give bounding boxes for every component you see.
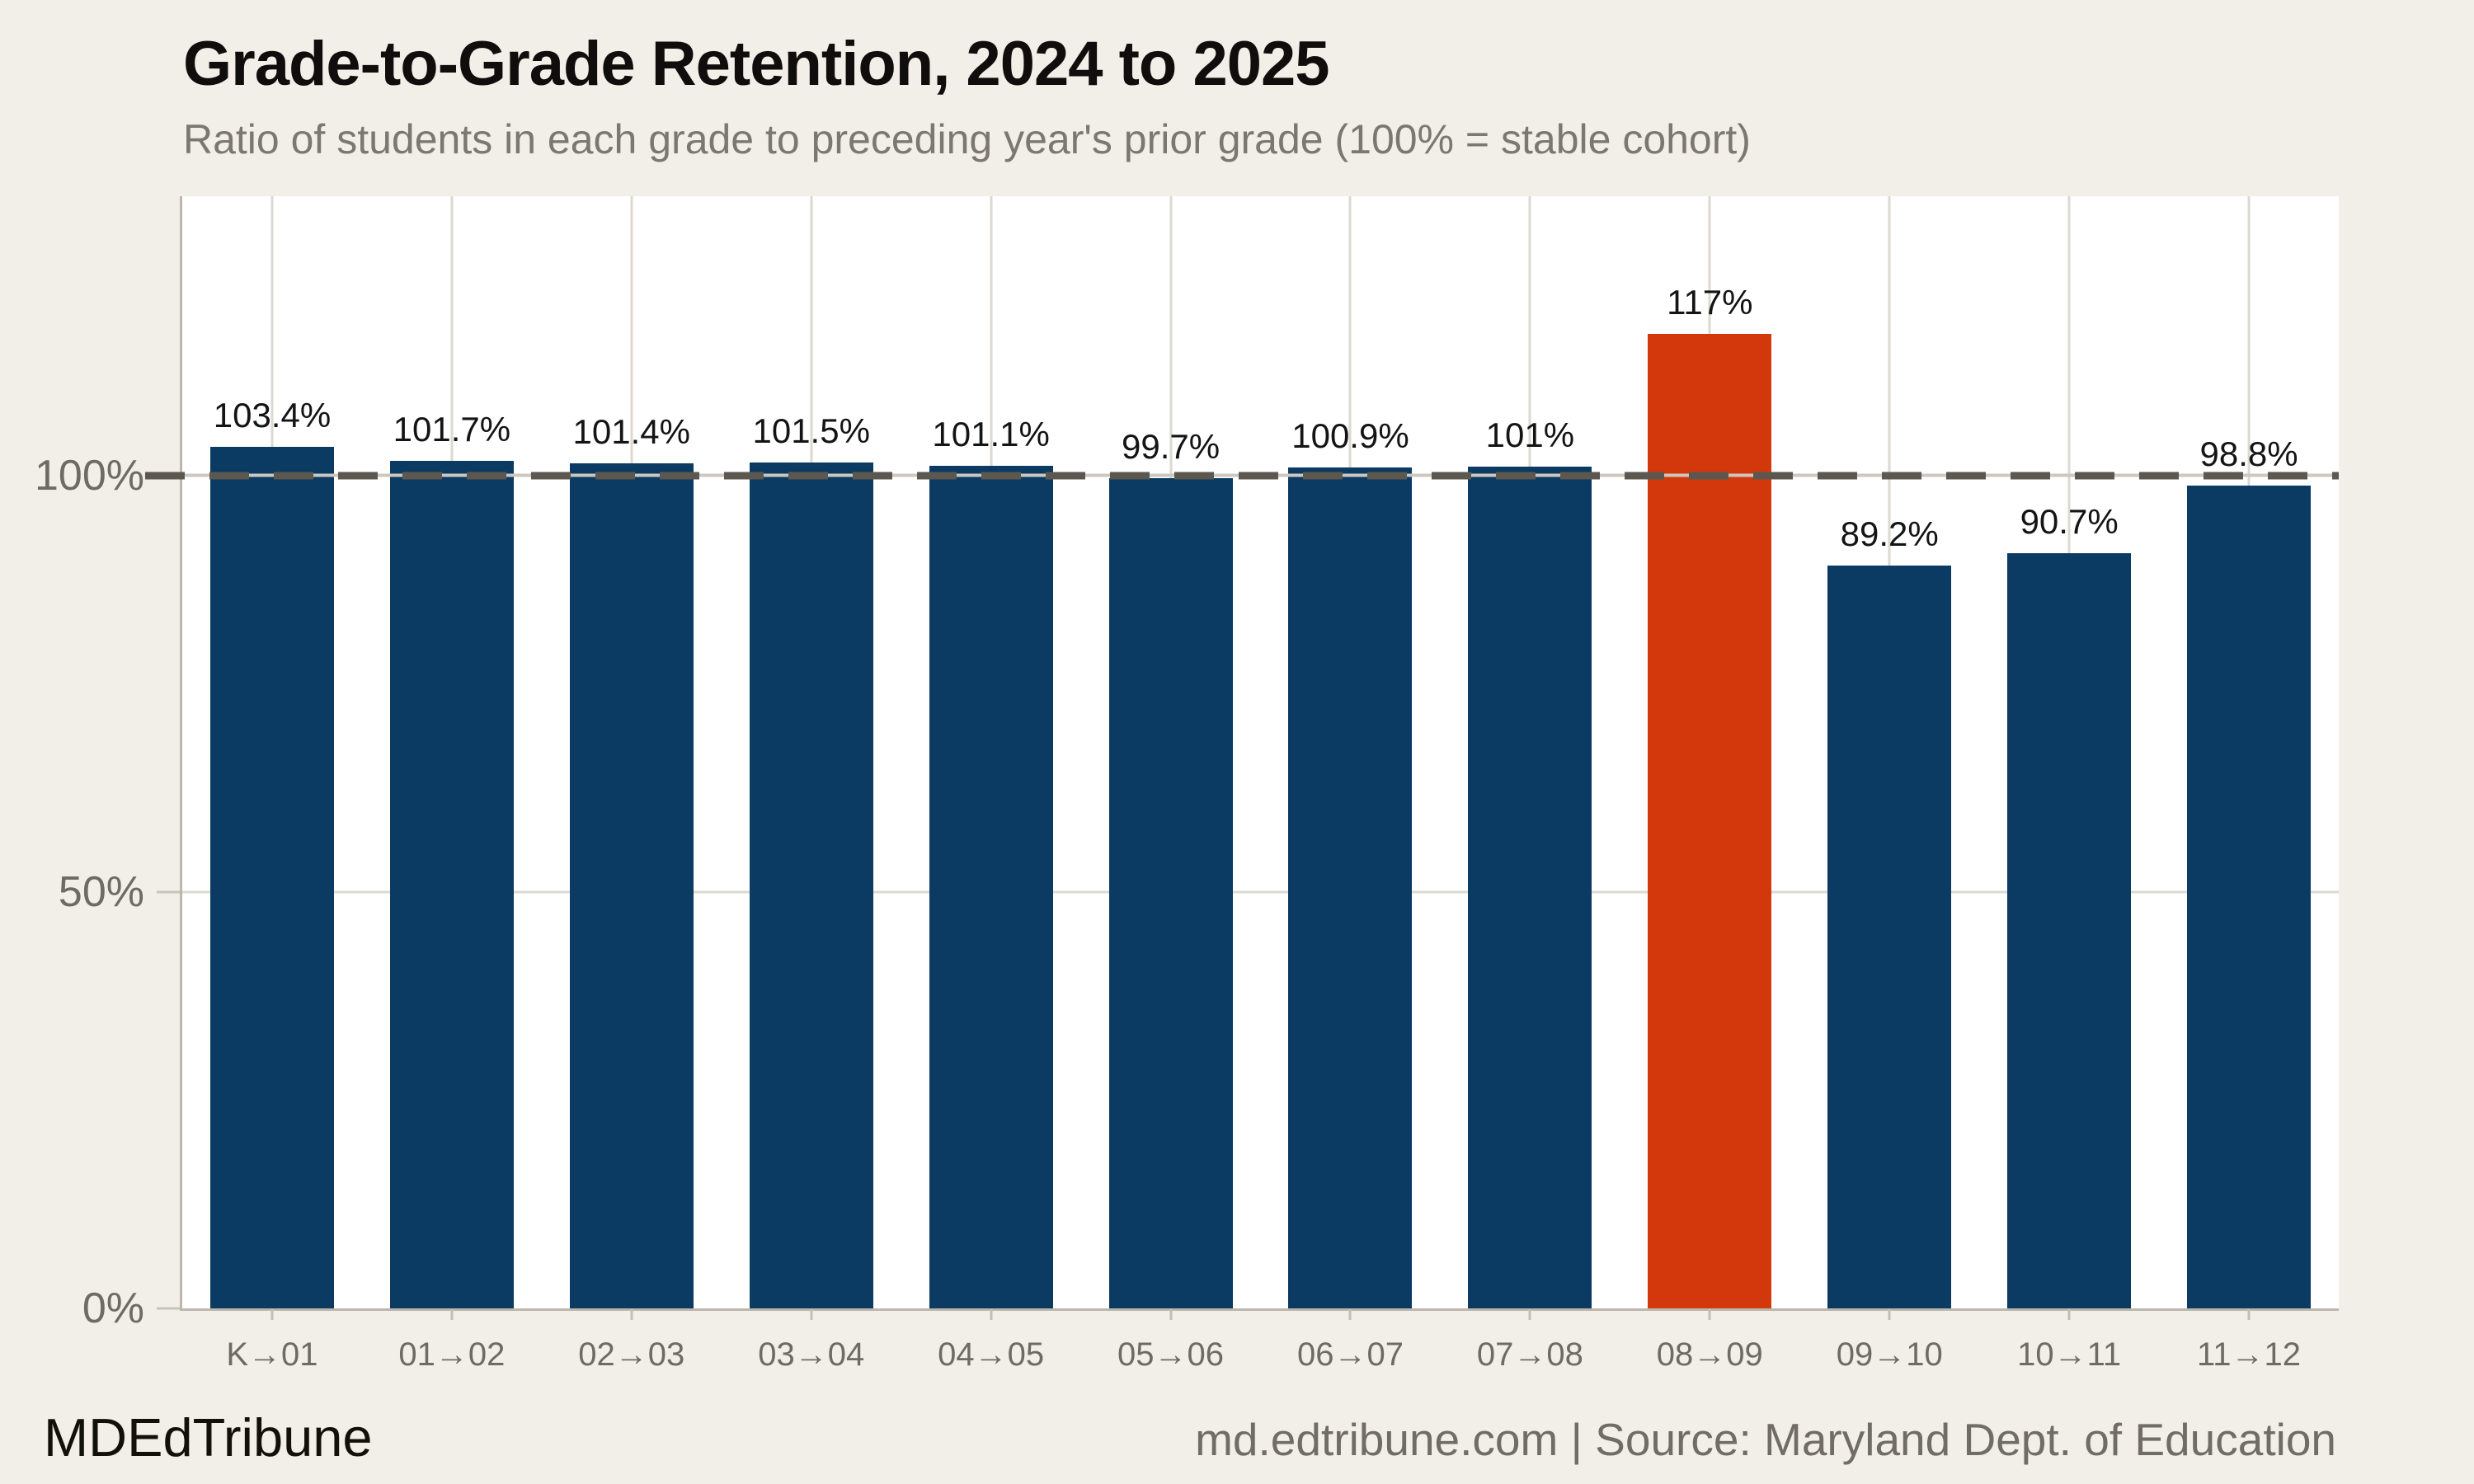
bar-10-11: [2007, 552, 2132, 1308]
y-tick-0: [157, 1307, 180, 1310]
bar-k-01: [209, 447, 334, 1308]
x-tick-07-08: [1528, 1308, 1531, 1320]
bar-04-05: [929, 466, 1053, 1308]
bar-07-08: [1468, 467, 1592, 1308]
bar-01-02: [389, 461, 514, 1308]
x-axis-label-10-11: 10→11: [2017, 1336, 2122, 1373]
value-label-09-10: 89.2%: [1840, 514, 1939, 553]
chart-subtitle: Ratio of students in each grade to prece…: [183, 116, 1751, 162]
x-axis-label-08-09: 08→09: [1656, 1336, 1763, 1373]
x-tick-03-04: [810, 1308, 813, 1320]
value-label-06-07: 100.9%: [1291, 416, 1409, 456]
bar-05-06: [1108, 477, 1233, 1308]
x-axis-label-09-10: 09→10: [1836, 1336, 1943, 1373]
value-label-02-03: 101.4%: [572, 412, 691, 452]
x-tick-10-11: [2067, 1308, 2071, 1320]
x-axis-label-04-05: 04→05: [938, 1336, 1045, 1373]
value-label-11-12: 98.8%: [2199, 434, 2298, 473]
x-tick-k-01: [270, 1308, 274, 1320]
x-axis-label-06-07: 06→07: [1296, 1336, 1404, 1373]
x-tick-04-05: [990, 1308, 993, 1320]
x-tick-06-07: [1348, 1308, 1352, 1320]
x-tick-05-06: [1169, 1308, 1173, 1320]
y-tick-50: [157, 890, 180, 894]
x-tick-09-10: [1888, 1308, 1891, 1320]
x-axis-label-02-03: 02→03: [578, 1336, 685, 1373]
x-tick-01-02: [450, 1308, 454, 1320]
bar-11-12: [2187, 485, 2312, 1308]
value-label-03-04: 101.5%: [752, 411, 870, 451]
bar-06-07: [1288, 467, 1413, 1308]
value-label-08-09: 117%: [1667, 282, 1753, 322]
x-axis-label-11-12: 11→12: [2197, 1336, 2302, 1373]
horizontal-gridline-50: [182, 890, 2339, 894]
x-axis-label-01-02: 01→02: [398, 1336, 506, 1373]
chart-title: Grade-to-Grade Retention, 2024 to 2025: [183, 29, 1330, 99]
x-tick-02-03: [630, 1308, 633, 1320]
x-axis-label-07-08: 07→08: [1476, 1336, 1583, 1373]
y-axis-label-0: 0%: [82, 1284, 144, 1332]
footer-source: md.edtribune.com | Source: Maryland Dept…: [1195, 1414, 2336, 1465]
x-tick-08-09: [1708, 1308, 1711, 1320]
x-axis-label-03-04: 03→04: [758, 1336, 865, 1373]
bar-02-03: [569, 463, 694, 1308]
plot-area: K→01 01→02 02→03 03→04 04→05 05→06 06→07 07→08 0…: [35, 196, 2339, 1373]
value-label-05-06: 99.7%: [1121, 426, 1221, 466]
value-label-10-11: 90.7%: [2020, 501, 2119, 541]
x-tick-11-12: [2247, 1308, 2251, 1320]
reference-line-100pct: [145, 472, 2339, 479]
x-axis-label-k-01: K→01: [226, 1336, 318, 1373]
reference-line-dashes: [145, 472, 2339, 479]
value-label-07-08: 101%: [1485, 416, 1575, 455]
bar-03-04: [749, 463, 873, 1308]
bar-09-10: [1827, 565, 1952, 1308]
value-label-01-02: 101.7%: [393, 410, 511, 449]
footer-brand: MDEdTribune: [44, 1407, 373, 1468]
y-axis-label-50: 50%: [58, 867, 144, 916]
x-axis-label-05-06: 05→06: [1117, 1336, 1225, 1373]
y-axis-label-100: 100%: [35, 451, 144, 500]
bar-08-09-highlighted: [1648, 333, 1772, 1308]
value-label-04-05: 101.1%: [932, 415, 1050, 454]
value-label-k-01: 103.4%: [213, 396, 332, 435]
